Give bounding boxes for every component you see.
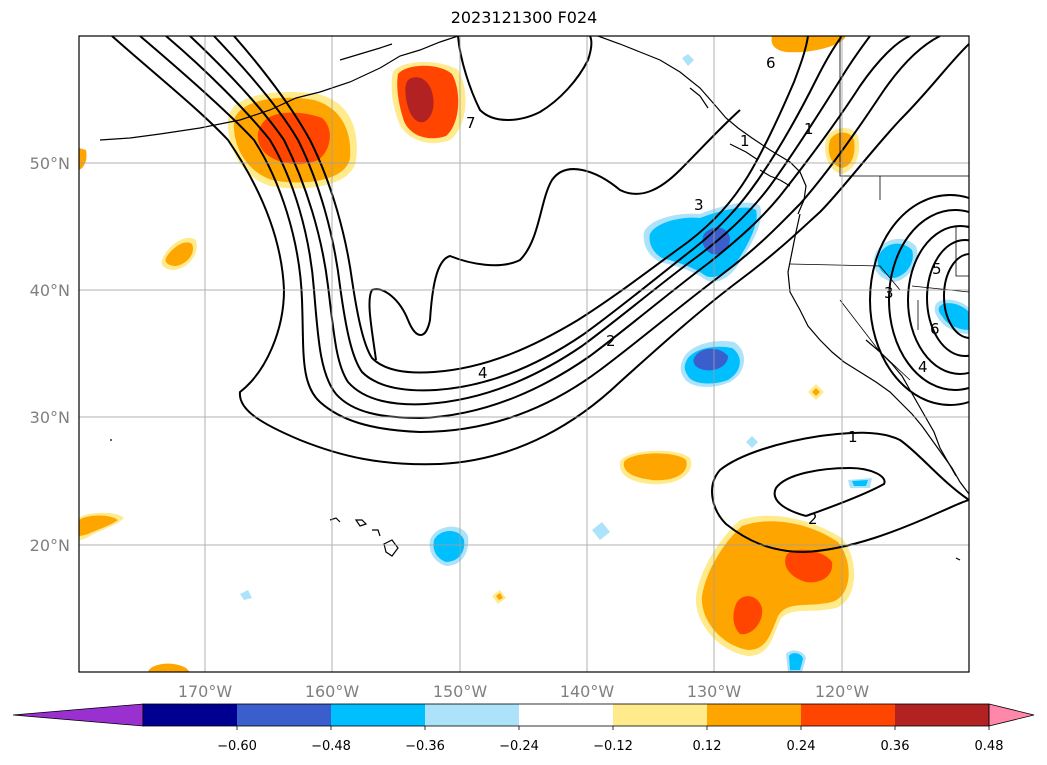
colorbar-swatch xyxy=(613,704,708,726)
x-tick-label: 170°W xyxy=(178,682,233,701)
colorbar-swatch xyxy=(801,704,896,726)
colorbar-swatch xyxy=(237,704,332,726)
contour-label: 4 xyxy=(478,364,488,382)
y-tick-label: 50°N xyxy=(30,154,70,173)
plot-frame xyxy=(78,35,970,673)
colorbar-tick-label: 0.12 xyxy=(693,739,722,754)
contour-label: 3 xyxy=(694,196,704,214)
anomaly-shading xyxy=(79,36,969,672)
colorbar-swatch xyxy=(895,704,990,726)
contour-label: 5 xyxy=(932,260,942,278)
colorbar-tick-label: −0.12 xyxy=(593,739,633,754)
colorbar: −0.60 −0.48 −0.36 −0.24 −0.12 0.12 0.24 0.36 0.4… xyxy=(12,703,1035,754)
contour-label: 1 xyxy=(740,132,750,150)
colorbar-extend-low xyxy=(12,703,144,727)
colorbar-extend-high xyxy=(988,703,1035,727)
y-axis-labels: 20°N 30°N 40°N 50°N xyxy=(30,154,70,555)
x-tick-label: 150°W xyxy=(433,682,488,701)
contour-label: 7 xyxy=(466,114,476,132)
y-tick-label: 30°N xyxy=(30,408,70,427)
colorbar-tick-label: −0.36 xyxy=(405,739,445,754)
contour-label: 6 xyxy=(766,54,776,72)
y-tick-label: 40°N xyxy=(30,281,70,300)
x-tick-label: 140°W xyxy=(560,682,615,701)
x-tick-label: 120°W xyxy=(815,682,870,701)
colorbar-swatch xyxy=(425,704,520,726)
contour-label: 4 xyxy=(918,358,928,376)
contour-label: 1 xyxy=(848,428,858,446)
contour-label: 2 xyxy=(606,332,616,350)
colorbar-swatch xyxy=(143,704,238,726)
colorbar-frame xyxy=(142,703,990,727)
contour-label: 3 xyxy=(884,284,894,302)
colorbar-tick-label: −0.48 xyxy=(311,739,351,754)
map-title: 2023121300 F024 xyxy=(450,8,598,27)
colorbar-swatch xyxy=(331,704,426,726)
y-tick-label: 20°N xyxy=(30,536,70,555)
colorbar-tick-label: 0.36 xyxy=(881,739,910,754)
x-axis-labels: 170°W 160°W 150°W 140°W 130°W 120°W xyxy=(178,682,870,701)
gridlines xyxy=(79,36,969,672)
colorbar-swatch xyxy=(519,704,614,726)
contour-label: 6 xyxy=(930,320,940,338)
contour-label: 1 xyxy=(804,120,814,138)
colorbar-swatch xyxy=(707,704,802,726)
contour-label: 2 xyxy=(808,510,818,528)
contour-labels: 7 6 1 1 3 2 4 3 4 5 6 1 2 xyxy=(466,54,942,528)
colorbar-tick-label: 0.48 xyxy=(975,739,1004,754)
coastlines xyxy=(99,36,969,561)
x-tick-label: 160°W xyxy=(305,682,360,701)
colorbar-tick-label: −0.60 xyxy=(217,739,257,754)
colorbar-tick-label: −0.24 xyxy=(499,739,539,754)
colorbar-tick-label: 0.24 xyxy=(787,739,816,754)
x-tick-label: 130°W xyxy=(687,682,742,701)
